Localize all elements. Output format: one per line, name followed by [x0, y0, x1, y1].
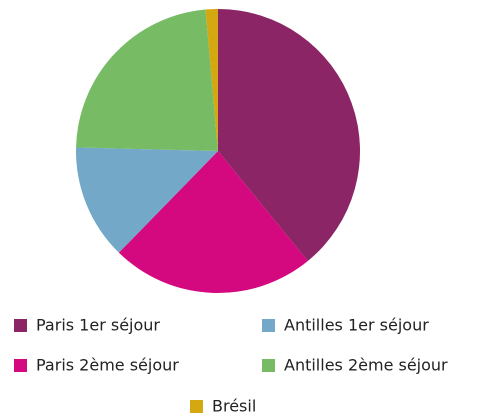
legend-swatch	[14, 359, 27, 372]
legend-label: Paris 2ème séjour	[36, 356, 179, 375]
legend-swatch	[190, 400, 203, 413]
legend-label: Antilles 1er séjour	[284, 316, 429, 335]
legend-swatch	[14, 319, 27, 332]
pie-slice	[118, 151, 308, 293]
legend-label: Antilles 2ème séjour	[284, 356, 448, 375]
legend-swatch	[262, 359, 275, 372]
legend-swatch	[262, 319, 275, 332]
legend-label: Brésil	[212, 397, 256, 416]
pie-slice	[218, 9, 360, 261]
pie-slice	[76, 9, 218, 152]
pie-slice	[76, 147, 218, 253]
pie-slice	[205, 9, 218, 151]
legend-label: Paris 1er séjour	[36, 316, 160, 335]
